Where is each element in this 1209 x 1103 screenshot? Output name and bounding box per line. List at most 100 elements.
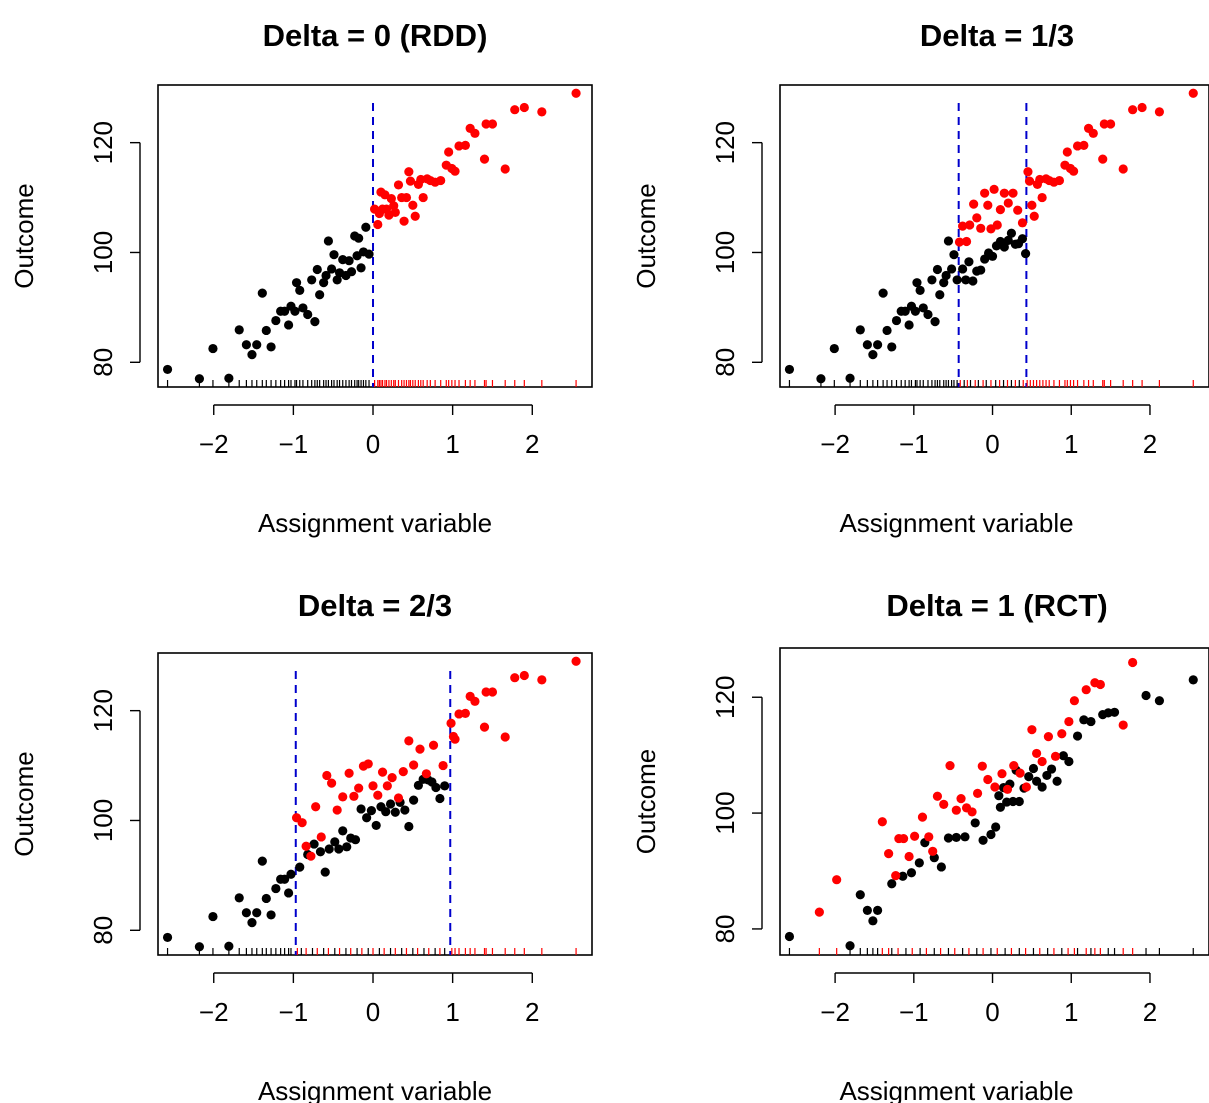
data-point-treated bbox=[470, 696, 480, 706]
data-point-control bbox=[887, 879, 897, 889]
data-point-control bbox=[320, 867, 330, 877]
data-point-control bbox=[208, 911, 218, 922]
data-point-treated bbox=[393, 793, 404, 803]
data-point-treated bbox=[891, 871, 901, 881]
data-point-control bbox=[330, 837, 340, 847]
data-point-control bbox=[986, 829, 996, 840]
data-point-treated bbox=[884, 849, 894, 859]
data-point-treated bbox=[301, 841, 311, 851]
x-tick-label: 0 bbox=[985, 997, 999, 1027]
data-point-treated bbox=[446, 718, 456, 728]
y-tick-label: 80 bbox=[710, 348, 740, 377]
data-point-control bbox=[935, 290, 945, 300]
data-point-treated bbox=[481, 119, 491, 129]
data-point-control bbox=[162, 932, 173, 943]
data-point-control bbox=[291, 278, 302, 288]
data-point-control bbox=[994, 791, 1004, 801]
data-point-treated bbox=[967, 807, 977, 817]
data-point-treated bbox=[460, 708, 470, 719]
data-point-control bbox=[1046, 764, 1057, 774]
y-tick-label: 100 bbox=[88, 799, 118, 842]
x-tick-label: 0 bbox=[985, 429, 999, 459]
data-point-control bbox=[266, 342, 276, 352]
data-point-treated bbox=[1118, 164, 1128, 174]
data-point-control bbox=[862, 905, 872, 915]
data-point-control bbox=[315, 847, 326, 857]
data-point-treated bbox=[405, 176, 416, 186]
data-point-treated bbox=[1013, 205, 1023, 215]
data-point-control bbox=[829, 343, 839, 354]
x-tick-label: 2 bbox=[1143, 429, 1157, 459]
data-point-control bbox=[1003, 235, 1013, 245]
data-point-control bbox=[303, 309, 313, 320]
y-axis-label: Outcome bbox=[631, 183, 661, 289]
data-point-treated bbox=[1050, 751, 1061, 761]
y-tick-label: 120 bbox=[88, 689, 118, 732]
chart-panel-4: Delta = 1 (RCT) −2 −1 0 1 2 80 100 120 Assignment… bbox=[631, 588, 1209, 1103]
data-point-control bbox=[257, 288, 267, 298]
data-point-control bbox=[162, 364, 173, 375]
data-point-treated bbox=[470, 128, 480, 138]
data-point-treated bbox=[1079, 140, 1089, 150]
data-point-control bbox=[356, 263, 366, 273]
x-tick-label: −2 bbox=[820, 997, 850, 1027]
data-point-control bbox=[385, 799, 396, 809]
data-point-control bbox=[868, 916, 878, 926]
data-point-treated bbox=[995, 205, 1006, 215]
data-point-treated bbox=[1137, 102, 1147, 113]
plot-frame bbox=[779, 647, 1209, 956]
chart-panel-2: Delta = 1/3 −2 −1 0 1 2 80 100 120 Assignment var… bbox=[631, 18, 1209, 538]
data-point-control bbox=[283, 320, 294, 330]
data-point-control bbox=[1017, 234, 1028, 244]
data-point-treated bbox=[479, 722, 490, 732]
data-point-treated bbox=[1032, 748, 1042, 759]
data-point-control bbox=[862, 340, 872, 350]
data-point-control bbox=[381, 807, 391, 817]
y-tick-label: 100 bbox=[710, 791, 740, 834]
data-point-treated bbox=[1057, 729, 1067, 739]
data-point-treated bbox=[904, 851, 914, 862]
data-point-control bbox=[1042, 770, 1052, 781]
x-tick-label: −1 bbox=[899, 997, 929, 1027]
y-tick-label: 80 bbox=[88, 348, 118, 377]
data-point-treated bbox=[537, 675, 547, 685]
data-point-treated bbox=[990, 782, 1000, 792]
data-point-control bbox=[904, 320, 914, 330]
data-point-control bbox=[319, 278, 329, 288]
data-point-control bbox=[923, 309, 933, 320]
data-point-control bbox=[882, 325, 892, 336]
data-point-treated bbox=[344, 768, 354, 778]
data-point-control bbox=[409, 795, 419, 805]
data-point-control bbox=[927, 275, 937, 285]
data-point-control bbox=[995, 802, 1006, 812]
data-point-control bbox=[1154, 696, 1165, 706]
data-point-treated bbox=[537, 107, 547, 117]
data-point-treated bbox=[1021, 782, 1031, 792]
data-point-control bbox=[431, 782, 441, 793]
data-point-control bbox=[878, 288, 888, 298]
data-point-treated bbox=[404, 167, 414, 177]
data-point-control bbox=[930, 317, 940, 327]
x-axis-label: Assignment variable bbox=[839, 508, 1073, 538]
data-point-control bbox=[991, 822, 1001, 832]
data-point-control bbox=[1058, 751, 1068, 761]
data-point-treated bbox=[390, 207, 400, 217]
data-point-treated bbox=[311, 802, 321, 812]
data-point-treated bbox=[980, 188, 990, 198]
data-point-treated bbox=[983, 774, 993, 785]
data-point-control bbox=[910, 306, 920, 316]
data-point-treated bbox=[316, 832, 326, 842]
y-axis-label: Outcome bbox=[9, 751, 39, 857]
data-point-control bbox=[958, 264, 968, 274]
chart-title: Delta = 1/3 bbox=[920, 18, 1074, 53]
data-point-treated bbox=[1154, 107, 1165, 117]
data-point-control bbox=[252, 340, 262, 350]
data-point-control bbox=[241, 908, 251, 918]
y-tick-label: 120 bbox=[88, 121, 118, 164]
data-point-control bbox=[440, 781, 450, 791]
x-axis-label: Assignment variable bbox=[258, 508, 492, 538]
data-point-treated bbox=[510, 673, 520, 683]
data-point-treated bbox=[1029, 211, 1039, 221]
data-point-treated bbox=[363, 759, 373, 769]
data-point-treated bbox=[460, 140, 470, 150]
